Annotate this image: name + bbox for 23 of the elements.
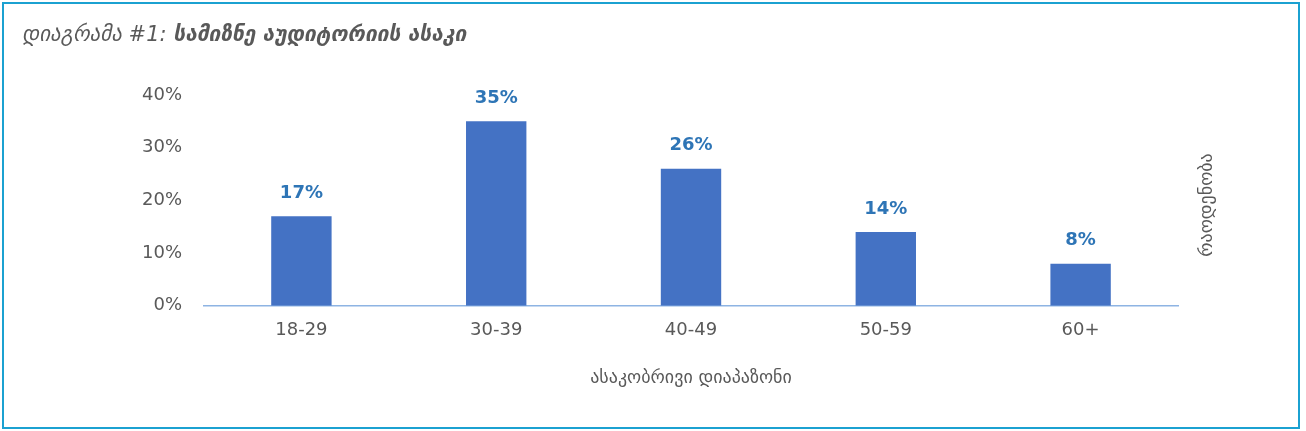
x-tick-label: 60+ (1061, 318, 1100, 340)
y-axis-title: რაოდენობა (1194, 153, 1216, 257)
data-label: 26% (669, 133, 713, 155)
data-label: 35% (474, 86, 518, 108)
chart-title: დიაგრამა #1: სამიზნე აუდიტორიის ასაკი (22, 22, 467, 46)
x-axis-title: ასაკობრივი დიაპაზონი (590, 365, 792, 387)
x-tick-label: 50-59 (859, 318, 912, 340)
y-tick-label: 20% (141, 188, 183, 210)
data-label: 14% (864, 196, 908, 218)
bar (1050, 263, 1111, 306)
y-tick-label: 40% (141, 82, 183, 104)
bar (855, 232, 916, 306)
x-tick-label: 18-29 (275, 318, 328, 340)
data-label: 17% (279, 180, 323, 202)
x-tick-label: 30-39 (470, 318, 523, 340)
y-tick-label: 10% (141, 240, 183, 262)
bar (466, 121, 527, 306)
x-tick-label: 40-49 (664, 318, 718, 340)
data-label: 8% (1065, 228, 1096, 250)
y-tick-label: 0% (153, 293, 183, 315)
y-tick-label: 30% (141, 135, 183, 157)
bar (271, 216, 332, 306)
bar (660, 168, 722, 306)
